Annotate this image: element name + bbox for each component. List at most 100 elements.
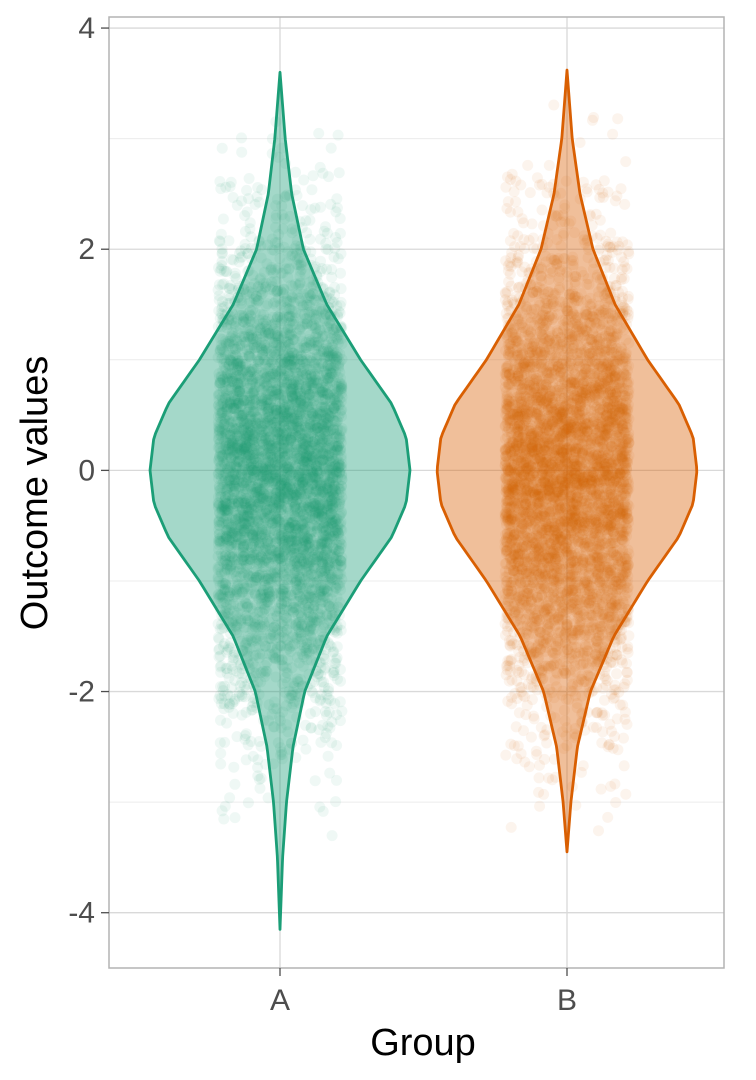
jitter-point (274, 488, 286, 500)
jitter-point (336, 378, 347, 390)
jitter-point (277, 464, 289, 476)
jitter-point (290, 541, 302, 553)
jitter-point (303, 588, 315, 600)
jitter-point (288, 354, 300, 365)
jitter-point (235, 617, 247, 629)
jitter-point (316, 402, 328, 413)
jitter-point (295, 257, 307, 269)
jitter-point (323, 558, 335, 570)
jitter-point (240, 487, 252, 499)
jitter-point (275, 722, 287, 734)
jitter-point (244, 615, 256, 627)
jitter-point (227, 697, 238, 709)
jitter-point (265, 488, 277, 500)
jitter-point (288, 450, 300, 462)
jitter-point (270, 652, 282, 664)
jitter-point (336, 410, 347, 422)
jitter-point (234, 339, 246, 350)
jitter-point (287, 292, 299, 304)
jitter-point (314, 316, 326, 328)
jitter-point (275, 458, 287, 469)
jitter-point (295, 486, 307, 498)
jitter-point (328, 518, 339, 530)
jitter-point (229, 378, 241, 390)
jitter-point (282, 536, 294, 548)
jitter-point (327, 483, 339, 495)
jitter-point (215, 666, 227, 678)
jitter-point (307, 553, 319, 565)
jitter-point (296, 477, 308, 489)
jitter-point (313, 127, 325, 139)
jitter-point (250, 580, 262, 592)
jitter-point (252, 466, 263, 477)
jitter-point (292, 621, 304, 633)
jitter-point (295, 521, 307, 533)
jitter-point (281, 634, 293, 646)
jitter-point (234, 416, 246, 428)
jitter-point (288, 412, 300, 424)
jitter-point (318, 681, 330, 693)
jitter-point (306, 461, 318, 473)
jitter-point (310, 448, 322, 460)
jitter-point (302, 500, 314, 512)
jitter-point (263, 402, 275, 414)
jitter-point (238, 316, 249, 328)
jitter-point (234, 409, 246, 421)
jitter-point (260, 315, 271, 327)
jitter-point (254, 496, 266, 508)
jitter-point (334, 213, 346, 224)
jitter-point (312, 472, 324, 484)
jitter-point (330, 400, 342, 412)
jitter-point (269, 317, 281, 329)
jitter-point (322, 504, 334, 516)
jitter-point (273, 494, 285, 506)
jitter-point (331, 582, 342, 594)
jitter-point (299, 413, 311, 425)
jitter-point (293, 546, 305, 558)
jitter-point (303, 336, 315, 348)
jitter-point (325, 565, 337, 577)
jitter-point (221, 368, 233, 380)
jitter-point (237, 554, 249, 566)
jitter-point (242, 739, 254, 751)
jitter-point (296, 454, 308, 466)
jitter-point (280, 488, 292, 500)
jitter-point (244, 223, 256, 235)
jitter-point (252, 499, 264, 511)
jitter-point (278, 474, 290, 486)
jitter-point (240, 434, 252, 445)
jitter-point (285, 517, 297, 529)
jitter-point (265, 442, 277, 454)
jitter-point (327, 487, 339, 499)
jitter-point (234, 512, 245, 524)
jitter-point (214, 377, 226, 389)
jitter-point (311, 475, 323, 486)
jitter-point (319, 401, 331, 413)
jitter-point (228, 480, 240, 492)
jitter-point (255, 551, 267, 563)
jitter-point (215, 681, 226, 693)
jitter-point (275, 504, 287, 516)
jitter-point (294, 324, 306, 336)
jitter-point (276, 598, 288, 610)
jitter-point (325, 362, 337, 374)
jitter-point (263, 605, 275, 617)
jitter-point (293, 430, 305, 442)
jitter-point (267, 502, 279, 514)
jitter-point (248, 502, 260, 514)
jitter-point (225, 176, 237, 188)
jitter-point (252, 537, 264, 549)
jitter-point (300, 535, 311, 547)
jitter-point (284, 310, 296, 322)
jitter-point (292, 405, 304, 417)
jitter-point (231, 385, 243, 397)
jitter-point (292, 374, 304, 386)
jitter-point (272, 369, 284, 381)
jitter-point (240, 519, 251, 530)
jitter-point (309, 377, 321, 389)
jitter-point (235, 303, 247, 315)
jitter-point (290, 408, 302, 420)
jitter-point (260, 665, 272, 677)
jitter-point (251, 444, 263, 455)
jitter-point (241, 288, 253, 300)
